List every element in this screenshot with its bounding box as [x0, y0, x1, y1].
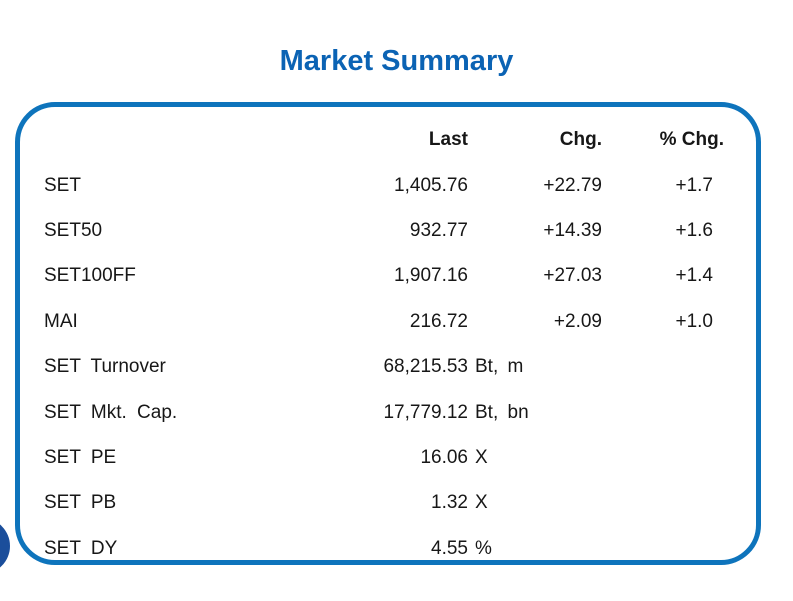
last-value: 4.55	[431, 537, 468, 559]
unit-label: %	[475, 537, 492, 559]
row-label: SET100FF	[44, 265, 136, 287]
row-label: SET Turnover	[44, 356, 166, 378]
last-value: 1,405.76	[394, 174, 468, 196]
table-row: SET Mkt. Cap. 17,779.12 Bt, bn	[44, 389, 724, 434]
unit-label: Bt, m	[475, 356, 524, 378]
page-title: Market Summary	[279, 45, 514, 77]
table-row: SET PE 16.06 X	[44, 435, 724, 480]
summary-panel	[15, 102, 761, 565]
last-value: 1.32	[431, 492, 468, 514]
header-chg: Chg.	[559, 129, 602, 151]
last-value: 216.72	[409, 310, 468, 332]
table-row: SET DY 4.55 %	[44, 526, 724, 571]
last-value: 16.06	[420, 446, 468, 468]
chg-value: +27.03	[543, 265, 602, 287]
table-row: SET PB 1.32 X	[44, 480, 724, 525]
unit-label: X	[475, 492, 488, 514]
table-header-row: Last Chg. % Chg.	[44, 117, 724, 162]
header-pct-chg: % Chg.	[659, 129, 724, 151]
decorative-circle	[0, 518, 10, 574]
table-row: SET Turnover 68,215.53 Bt, m	[44, 344, 724, 389]
last-value: 17,779.12	[383, 401, 468, 423]
last-value: 932.77	[409, 219, 468, 241]
row-label: MAI	[44, 310, 78, 332]
row-label: SET	[44, 174, 81, 196]
last-value: 1,907.16	[394, 265, 468, 287]
pct-chg-value: +1.6	[675, 219, 713, 241]
last-value: 68,215.53	[383, 356, 468, 378]
chg-value: +22.79	[543, 174, 602, 196]
unit-label: X	[475, 446, 488, 468]
table-row: SET50 932.77 +14.39 +1.6	[44, 208, 724, 253]
chg-value: +14.39	[543, 219, 602, 241]
unit-label: Bt, bn	[475, 401, 529, 423]
pct-chg-value: +1.4	[675, 265, 713, 287]
table-row: SET 1,405.76 +22.79 +1.7	[44, 162, 724, 207]
row-label: SET PB	[44, 492, 117, 514]
pct-chg-value: +1.0	[675, 310, 713, 332]
market-summary-table: Last Chg. % Chg. SET 1,405.76 +22.79 +1.…	[44, 117, 724, 571]
row-label: SET Mkt. Cap.	[44, 401, 178, 423]
chg-value: +2.09	[553, 310, 602, 332]
row-label: SET DY	[44, 537, 118, 559]
header-last: Last	[428, 129, 468, 151]
row-label: SET PE	[44, 446, 117, 468]
row-label: SET50	[44, 219, 103, 241]
table-row: SET100FF 1,907.16 +27.03 +1.4	[44, 253, 724, 298]
table-row: MAI 216.72 +2.09 +1.0	[44, 299, 724, 344]
pct-chg-value: +1.7	[675, 174, 713, 196]
